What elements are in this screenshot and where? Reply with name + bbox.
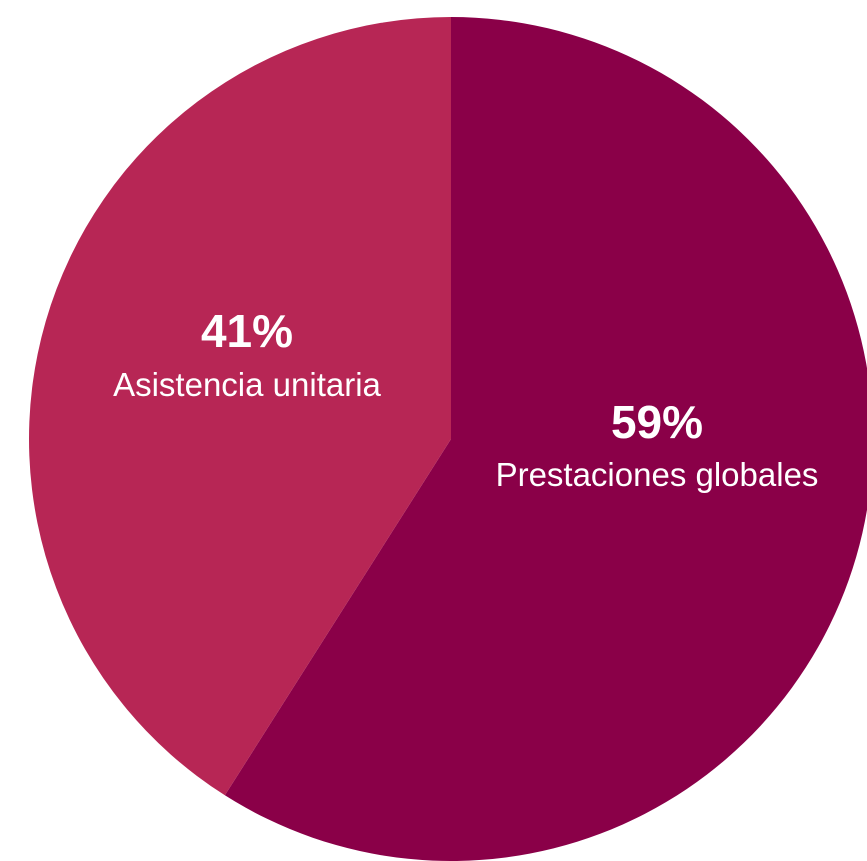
slice-value-label-prestaciones: 59% [611,396,703,448]
slice-category-label-prestaciones: Prestaciones globales [496,456,819,493]
pie-slice-prestaciones-globales [224,17,867,861]
pie-slice-asistencia-unitaria [28,17,452,796]
slice-value-label-asistencia: 41% [201,305,293,357]
slice-category-label-asistencia: Asistencia unitaria [113,366,381,403]
pie-slices [28,17,867,861]
